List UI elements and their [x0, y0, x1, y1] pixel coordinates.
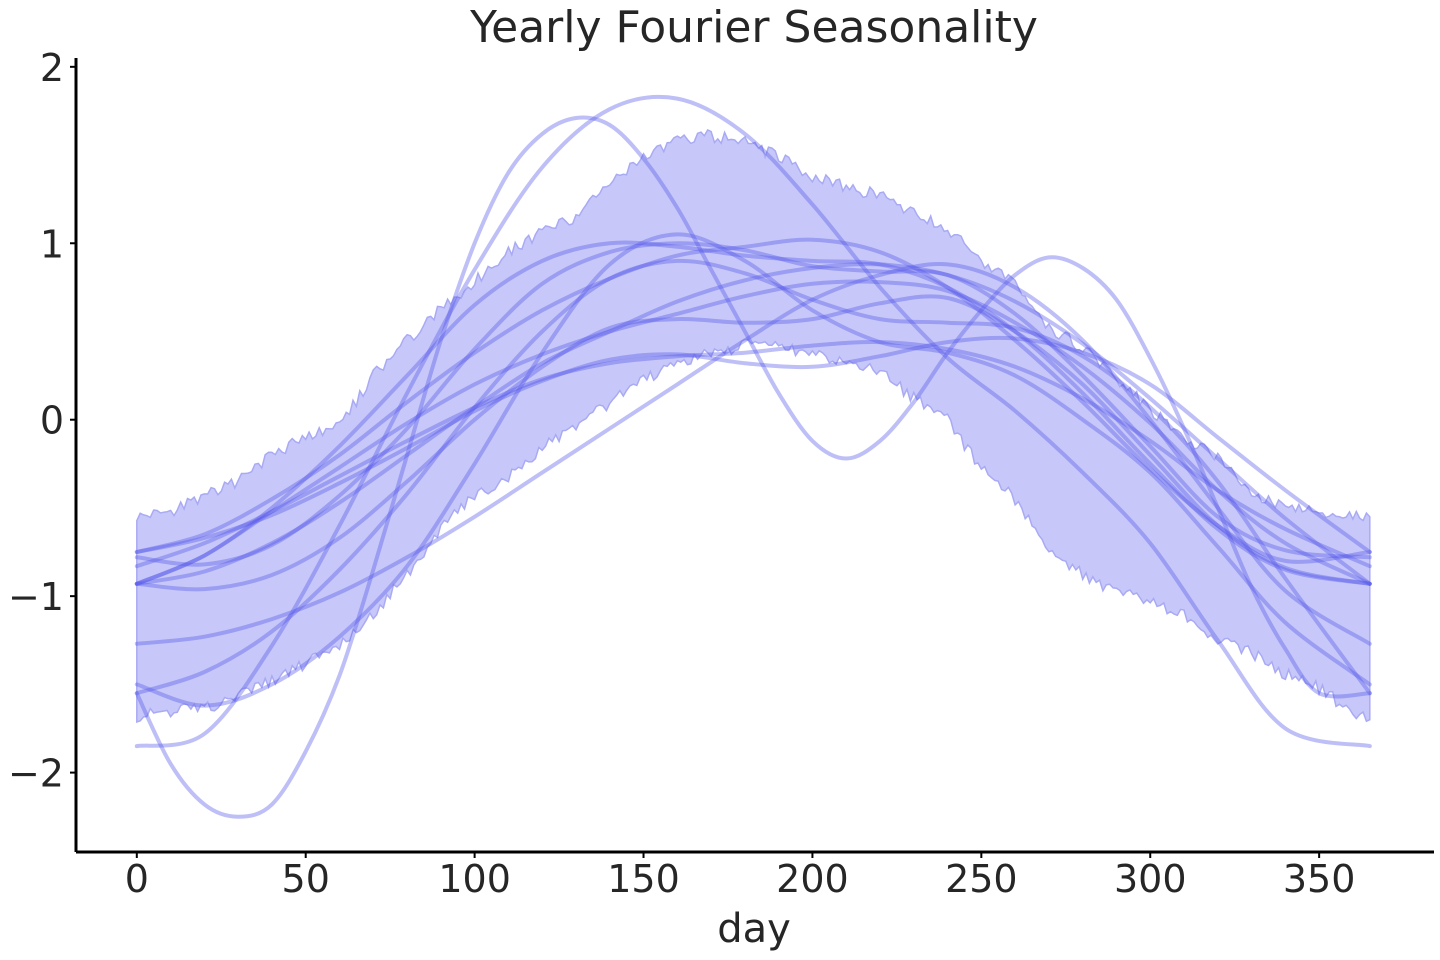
- series-line-13: [134, 237, 1372, 564]
- series-line-12: [134, 240, 1372, 586]
- y-tick-label: −1: [8, 575, 64, 619]
- series-line-4: [134, 241, 1372, 567]
- y-tick-label: 0: [40, 399, 64, 443]
- series-line-1: [134, 232, 1372, 708]
- plot-area: [134, 94, 1372, 819]
- x-tick-label: 50: [282, 857, 330, 901]
- x-tick-label: 300: [1114, 857, 1187, 901]
- series-line-5: [134, 262, 1372, 586]
- x-tick-label: 200: [776, 857, 849, 901]
- series-line-6: [134, 335, 1372, 554]
- x-tick-label: 0: [125, 857, 149, 901]
- series-line-3: [134, 294, 1372, 592]
- y-tick-label: −2: [8, 752, 64, 796]
- series-line-8: [134, 258, 1372, 696]
- series-line-11: [134, 115, 1372, 819]
- x-tick-label: 100: [438, 857, 511, 901]
- y-ticks: 2 1 0 −1 −2: [8, 46, 76, 796]
- series-line-9: [134, 279, 1372, 586]
- axes: [74, 58, 1434, 854]
- x-axis-label: day: [717, 906, 791, 952]
- x-tick-label: 350: [1283, 857, 1356, 901]
- x-tick-label: 250: [945, 857, 1018, 901]
- uncertainty-band: [136, 129, 1371, 724]
- y-tick-label: 1: [40, 222, 64, 266]
- series-line-7: [134, 340, 1372, 569]
- series-line-2: [134, 262, 1372, 646]
- chart-title: Yearly Fourier Seasonality: [469, 2, 1038, 53]
- x-tick-label: 150: [607, 857, 680, 901]
- x-ticks: 0 50 100 150 200 250 300 350: [125, 852, 1356, 901]
- series-line-10: [134, 94, 1372, 749]
- y-tick-label: 2: [40, 46, 64, 90]
